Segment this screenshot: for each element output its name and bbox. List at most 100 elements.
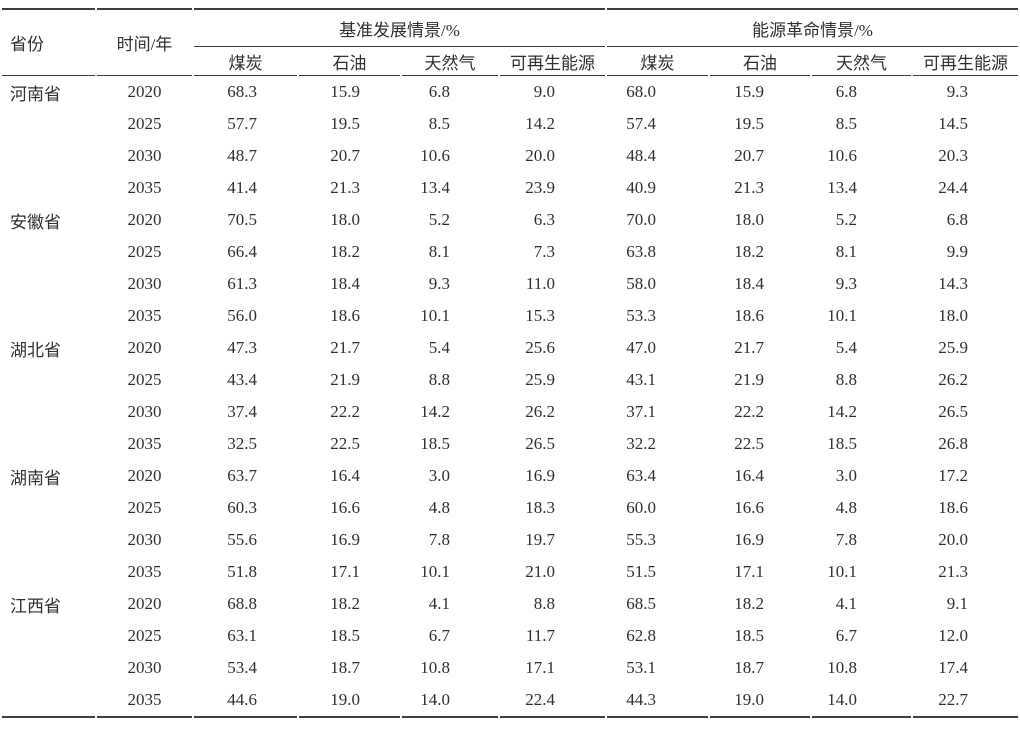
baseline-renewable-energy-cell: 9.0 (533, 82, 556, 101)
revolution-oil-cell: 20.7 (734, 146, 765, 165)
header-group-energy-revolution-scenario: 能源革命情景/% (607, 8, 1019, 47)
baseline-renewable-energy-cell: 25.9 (525, 370, 556, 389)
baseline-renewable-energy-cell: 8.8 (533, 594, 556, 613)
province-cell (2, 492, 95, 524)
subheader-revolution-natural-gas: 天然气 (812, 47, 912, 76)
table-row: 2035 51.8 17.1 10.1 21.0 51.5 17.1 10.1 21.3 (2, 556, 1018, 588)
revolution-natural-gas-cell: 10.1 (827, 306, 858, 325)
revolution-renewable-energy-cell: 6.8 (946, 210, 969, 229)
baseline-natural-gas-cell: 18.5 (420, 434, 450, 453)
baseline-natural-gas-cell: 6.8 (428, 82, 450, 101)
revolution-coal-cell: 60.0 (626, 498, 657, 517)
subheader-revolution-oil: 石油 (710, 47, 811, 76)
revolution-coal-cell: 55.3 (626, 530, 657, 549)
revolution-renewable-energy-cell: 18.0 (938, 306, 969, 325)
year-cell: 2020 (127, 466, 162, 485)
revolution-renewable-energy-cell: 9.3 (946, 82, 969, 101)
baseline-coal-cell: 63.1 (227, 626, 257, 645)
revolution-oil-cell: 22.5 (734, 434, 765, 453)
table-row: 湖南省 2020 63.7 16.4 3.0 16.9 63.4 16.4 3.0 17.2 (2, 460, 1018, 492)
year-cell: 2035 (97, 684, 192, 718)
revolution-renewable-energy-cell: 12.0 (938, 626, 969, 645)
subheader-baseline-natural-gas: 天然气 (402, 47, 498, 76)
year-cell: 2020 (127, 338, 162, 357)
revolution-natural-gas-cell: 13.4 (827, 178, 858, 197)
baseline-oil-cell: 18.2 (330, 594, 360, 613)
baseline-natural-gas-cell: 6.7 (428, 626, 450, 645)
revolution-coal-cell: 40.9 (626, 178, 657, 197)
year-cell: 2025 (127, 114, 162, 133)
province-cell (2, 236, 95, 268)
baseline-natural-gas-cell: 7.8 (428, 530, 450, 549)
revolution-natural-gas-cell: 10.8 (827, 658, 858, 677)
baseline-natural-gas-cell: 13.4 (420, 178, 450, 197)
year-cell: 2030 (127, 274, 162, 293)
revolution-renewable-energy-cell: 14.5 (938, 114, 969, 133)
baseline-natural-gas-cell: 8.5 (428, 114, 450, 133)
province-cell (2, 396, 95, 428)
province-cell (2, 364, 95, 396)
revolution-renewable-energy-cell: 25.9 (938, 338, 969, 357)
baseline-coal-cell: 37.4 (227, 402, 257, 421)
revolution-coal-cell: 68.0 (626, 82, 657, 101)
baseline-natural-gas-cell: 10.6 (420, 146, 450, 165)
baseline-oil-cell: 18.7 (330, 658, 360, 677)
province-cell (2, 268, 95, 300)
subheader-revolution-renewable-energy: 可再生能源 (913, 47, 1019, 76)
baseline-coal-cell: 47.3 (227, 338, 257, 357)
table-row: 2025 60.3 16.6 4.8 18.3 60.0 16.6 4.8 18.6 (2, 492, 1018, 524)
revolution-oil-cell: 19.0 (710, 684, 811, 718)
baseline-renewable-energy-cell: 15.3 (525, 306, 556, 325)
year-cell: 2025 (127, 370, 162, 389)
baseline-coal-cell: 44.6 (194, 684, 297, 718)
baseline-natural-gas-cell: 4.8 (428, 498, 450, 517)
revolution-coal-cell: 68.5 (626, 594, 657, 613)
header-row-groups: 省份 时间/年 基准发展情景/% 能源革命情景/% (2, 8, 1019, 76)
table-row: 2025 66.4 18.2 8.1 7.3 63.8 18.2 8.1 9.9 (2, 236, 1018, 268)
table-row: 2030 53.4 18.7 10.8 17.1 53.1 18.7 10.8 17.4 (2, 652, 1018, 684)
revolution-oil-cell: 18.0 (734, 210, 765, 229)
baseline-renewable-energy-cell: 26.5 (525, 434, 556, 453)
year-cell: 2035 (127, 306, 162, 325)
revolution-coal-cell: 63.4 (626, 466, 657, 485)
revolution-renewable-energy-cell: 22.7 (913, 684, 1019, 718)
revolution-renewable-energy-cell: 24.4 (938, 178, 969, 197)
revolution-oil-cell: 18.2 (734, 242, 765, 261)
baseline-natural-gas-cell: 10.1 (420, 562, 450, 581)
baseline-renewable-energy-cell: 17.1 (525, 658, 556, 677)
baseline-renewable-energy-cell: 11.7 (525, 626, 556, 645)
baseline-renewable-energy-cell: 25.6 (525, 338, 556, 357)
year-cell: 2020 (127, 594, 162, 613)
baseline-oil-cell: 18.6 (330, 306, 360, 325)
revolution-renewable-energy-cell: 9.9 (946, 242, 969, 261)
baseline-oil-cell: 21.9 (330, 370, 360, 389)
baseline-natural-gas-cell: 10.1 (420, 306, 450, 325)
baseline-coal-cell: 68.3 (227, 82, 257, 101)
subheader-revolution-coal: 煤炭 (607, 47, 709, 76)
revolution-renewable-energy-cell: 26.2 (938, 370, 969, 389)
baseline-renewable-energy-cell: 18.3 (525, 498, 556, 517)
revolution-renewable-energy-cell: 21.3 (938, 562, 969, 581)
baseline-coal-cell: 53.4 (227, 658, 257, 677)
table-row: 2030 61.3 18.4 9.3 11.0 58.0 18.4 9.3 14.3 (2, 268, 1018, 300)
baseline-coal-cell: 57.7 (227, 114, 257, 133)
revolution-renewable-energy-cell: 20.3 (938, 146, 969, 165)
revolution-oil-cell: 19.5 (734, 114, 765, 133)
baseline-renewable-energy-cell: 22.4 (500, 684, 606, 718)
revolution-oil-cell: 21.7 (734, 338, 765, 357)
baseline-renewable-energy-cell: 20.0 (525, 146, 556, 165)
table-row: 2030 37.4 22.2 14.2 26.2 37.1 22.2 14.2 26.5 (2, 396, 1018, 428)
province-cell: 安徽省 (10, 212, 61, 232)
energy-scenario-table: 省份 时间/年 基准发展情景/% 能源革命情景/% 煤炭 石油 天然气 可再生能源 煤炭… (0, 8, 1020, 718)
revolution-oil-cell: 18.2 (734, 594, 765, 613)
revolution-oil-cell: 18.7 (734, 658, 765, 677)
baseline-renewable-energy-cell: 21.0 (525, 562, 556, 581)
revolution-coal-cell: 44.3 (607, 684, 709, 718)
baseline-oil-cell: 22.5 (330, 434, 360, 453)
table-row: 2025 63.1 18.5 6.7 11.7 62.8 18.5 6.7 12.0 (2, 620, 1018, 652)
revolution-natural-gas-cell: 6.8 (835, 82, 858, 101)
revolution-natural-gas-cell: 6.7 (835, 626, 858, 645)
year-cell: 2035 (127, 178, 162, 197)
year-cell: 2030 (127, 402, 162, 421)
subheader-baseline-renewable-energy: 可再生能源 (500, 47, 606, 76)
